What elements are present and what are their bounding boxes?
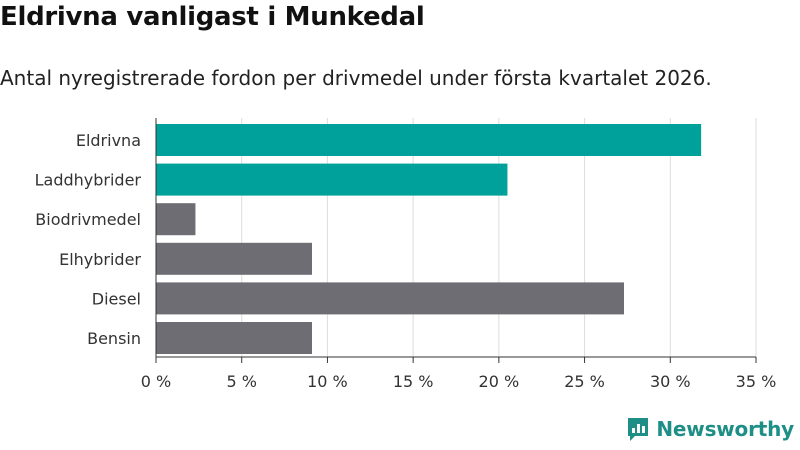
bar-bensin <box>156 322 312 354</box>
category-label: Diesel <box>92 289 141 308</box>
category-labels: Eldrivna Laddhybrider Biodrivmedel Elhybrid… <box>35 131 142 348</box>
brand-logo: Newsworthy <box>626 416 794 442</box>
category-label: Elhybrider <box>59 250 141 269</box>
x-tick-label: 30 % <box>650 372 691 391</box>
bar-laddhybrider <box>156 163 508 196</box>
category-label: Laddhybrider <box>35 171 142 190</box>
x-axis: 0 % 5 % 10 % 15 % 20 % 25 % 30 % 35 % <box>141 118 777 391</box>
x-tick-label: 0 % <box>141 372 171 391</box>
x-tick-label: 20 % <box>479 372 520 391</box>
chart-subtitle: Antal nyregistrerade fordon per drivmede… <box>0 66 712 90</box>
bars <box>156 124 702 354</box>
bar-biodrivmedel <box>156 203 196 236</box>
bar-eldrivna <box>156 124 702 156</box>
bar-diesel <box>156 282 624 315</box>
category-label: Eldrivna <box>76 131 141 150</box>
x-tick-label: 25 % <box>564 372 605 391</box>
brand-name: Newsworthy <box>656 417 794 441</box>
x-tick-label: 10 % <box>307 372 348 391</box>
grid-lines <box>241 118 757 357</box>
x-tick-label: 35 % <box>736 372 777 391</box>
x-tick-label: 5 % <box>226 372 256 391</box>
bar-elhybrider <box>156 242 312 275</box>
category-label: Biodrivmedel <box>35 210 141 229</box>
category-label: Bensin <box>87 329 141 348</box>
x-tick-label: 15 % <box>393 372 434 391</box>
chart-title: Eldrivna vanligast i Munkedal <box>0 2 425 32</box>
newsworthy-logo-icon <box>628 418 649 441</box>
